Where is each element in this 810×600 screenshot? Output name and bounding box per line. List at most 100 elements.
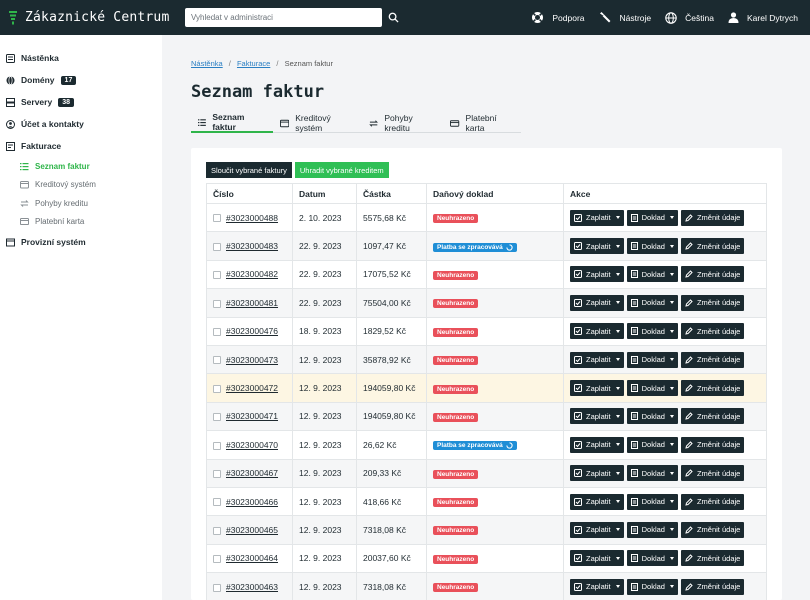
document-button[interactable]: Doklad [626, 351, 678, 368]
row-checkbox[interactable] [213, 242, 221, 251]
row-checkbox[interactable] [213, 469, 221, 478]
sidebar-subitem-invoices[interactable]: Seznam faktur [0, 157, 162, 176]
invoice-link[interactable]: #3023000482 [226, 269, 279, 280]
column-header-date[interactable]: Datum [292, 183, 357, 204]
row-checkbox[interactable] [213, 583, 221, 592]
language-link[interactable]: Čeština [665, 11, 714, 24]
column-header-number[interactable]: Číslo [206, 183, 293, 204]
document-button[interactable]: Doklad [626, 521, 678, 538]
document-button[interactable]: Doklad [626, 493, 678, 510]
change-details-button[interactable]: Změnit údaje [680, 351, 745, 368]
sidebar-item-domains[interactable]: Domény 17 [0, 69, 162, 91]
invoice-link[interactable]: #3023000464 [226, 553, 279, 564]
row-checkbox[interactable] [213, 384, 221, 393]
breadcrumb-home[interactable]: Nástěnka [191, 59, 223, 68]
pay-button[interactable]: Zaplatit [570, 238, 624, 255]
logo[interactable]: Zákaznické Centrum [0, 10, 185, 25]
pay-button[interactable]: Zaplatit [570, 351, 624, 368]
change-details-button[interactable]: Změnit údaje [680, 380, 745, 397]
breadcrumb-billing[interactable]: Fakturace [236, 59, 271, 68]
change-details-button[interactable]: Změnit údaje [680, 550, 745, 567]
change-details-button[interactable]: Změnit údaje [680, 209, 745, 226]
invoice-link[interactable]: #3023000473 [226, 354, 279, 365]
row-checkbox[interactable] [213, 299, 221, 308]
invoice-link[interactable]: #3023000467 [226, 468, 279, 479]
change-details-button[interactable]: Změnit údaje [680, 465, 745, 482]
invoice-link[interactable]: #3023000465 [226, 524, 279, 535]
pay-button[interactable]: Zaplatit [570, 578, 624, 595]
invoice-link[interactable]: #3023000472 [226, 383, 279, 394]
pay-button[interactable]: Zaplatit [570, 209, 624, 226]
change-details-button[interactable]: Změnit údaje [680, 266, 745, 283]
pay-button[interactable]: Zaplatit [570, 550, 624, 567]
merge-invoices-button[interactable]: Sloučit vybrané faktury [206, 162, 292, 178]
tab-credit-moves[interactable]: Pohyby kreditu [362, 113, 443, 133]
tab-payment-card[interactable]: Platební karta [443, 113, 521, 133]
document-button[interactable]: Doklad [626, 408, 678, 425]
search-input[interactable] [191, 13, 376, 22]
row-checkbox[interactable] [213, 555, 221, 564]
sidebar-item-billing[interactable]: Fakturace [0, 135, 162, 157]
sidebar-item-servers[interactable]: Servery 38 [0, 91, 162, 113]
tab-invoices[interactable]: Seznam faktur [191, 112, 274, 133]
document-button[interactable]: Doklad [626, 209, 678, 226]
row-checkbox[interactable] [213, 526, 221, 535]
invoice-link[interactable]: #3023000470 [226, 439, 279, 450]
table-header-row: Číslo Datum Částka Daňový doklad Akce [206, 183, 767, 204]
document-button[interactable]: Doklad [626, 550, 678, 567]
search-icon[interactable] [388, 12, 399, 23]
invoice-link[interactable]: #3023000466 [226, 496, 279, 507]
row-checkbox[interactable] [213, 441, 221, 450]
pay-button[interactable]: Zaplatit [570, 408, 624, 425]
sidebar-subitem-payment-card[interactable]: Platební karta [0, 213, 162, 232]
invoice-link[interactable]: #3023000488 [226, 212, 279, 223]
document-button[interactable]: Doklad [626, 323, 678, 340]
document-button[interactable]: Doklad [626, 238, 678, 255]
pay-button[interactable]: Zaplatit [570, 465, 624, 482]
document-button[interactable]: Doklad [626, 465, 678, 482]
pay-button[interactable]: Zaplatit [570, 323, 624, 340]
row-checkbox[interactable] [213, 214, 221, 223]
invoice-link[interactable]: #3023000483 [226, 241, 279, 252]
change-details-button[interactable]: Změnit údaje [680, 521, 745, 538]
pay-button[interactable]: Zaplatit [570, 294, 624, 311]
document-button[interactable]: Doklad [626, 578, 678, 595]
invoice-link[interactable]: #3023000471 [226, 411, 279, 422]
user-menu[interactable]: Karel Dytrych [728, 12, 798, 23]
sidebar-item-operations[interactable]: Provizní systém [0, 231, 162, 253]
invoice-link[interactable]: #3023000476 [226, 326, 279, 337]
document-button[interactable]: Doklad [626, 294, 678, 311]
row-checkbox[interactable] [213, 413, 221, 422]
pay-button[interactable]: Zaplatit [570, 380, 624, 397]
change-details-button[interactable]: Změnit údaje [680, 323, 745, 340]
support-link[interactable]: Podpora [531, 11, 585, 24]
invoice-link[interactable]: #3023000481 [226, 297, 279, 308]
change-details-button[interactable]: Změnit údaje [680, 238, 745, 255]
change-details-button[interactable]: Změnit údaje [680, 493, 745, 510]
invoice-link[interactable]: #3023000463 [226, 581, 279, 592]
change-details-button[interactable]: Změnit údaje [680, 578, 745, 595]
pay-button[interactable]: Zaplatit [570, 436, 624, 453]
pay-button[interactable]: Zaplatit [570, 266, 624, 283]
sidebar-subitem-credit-system[interactable]: Kreditový systém [0, 176, 162, 195]
document-button[interactable]: Doklad [626, 436, 678, 453]
change-details-button[interactable]: Změnit údaje [680, 436, 745, 453]
pay-with-credit-button[interactable]: Uhradit vybrané kreditem [294, 162, 389, 178]
pay-button[interactable]: Zaplatit [570, 521, 624, 538]
tools-link[interactable]: Nástroje [599, 11, 651, 24]
document-button[interactable]: Doklad [626, 380, 678, 397]
change-details-button[interactable]: Změnit údaje [680, 294, 745, 311]
tab-credit-system[interactable]: Kreditový systém [273, 113, 362, 133]
sidebar-item-account[interactable]: Účet a kontakty [0, 113, 162, 135]
pay-button[interactable]: Zaplatit [570, 493, 624, 510]
sidebar-subitem-credit-moves[interactable]: Pohyby kreditu [0, 194, 162, 213]
row-checkbox[interactable] [213, 498, 221, 507]
row-checkbox[interactable] [213, 328, 221, 336]
row-checkbox[interactable] [213, 271, 221, 280]
column-header-amount[interactable]: Částka [356, 183, 427, 204]
change-details-button[interactable]: Změnit údaje [680, 408, 745, 425]
search-box[interactable] [185, 8, 382, 27]
sidebar-item-dashboard[interactable]: Nástěnka [0, 47, 162, 69]
document-button[interactable]: Doklad [626, 266, 678, 283]
row-checkbox[interactable] [213, 356, 221, 365]
